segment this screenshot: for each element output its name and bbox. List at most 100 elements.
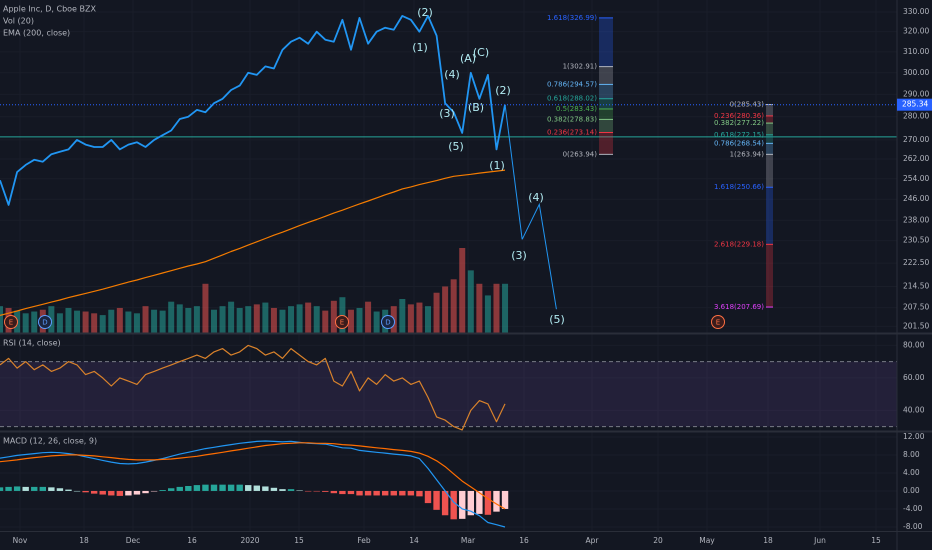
wave-label: (4)	[528, 191, 544, 204]
fib-label: 0.618(288.02)	[547, 95, 597, 103]
y-tick-label: 214.50	[903, 281, 929, 290]
volume-bar	[193, 306, 200, 333]
histogram-bar	[125, 490, 132, 496]
volume-bar	[442, 286, 449, 333]
histogram-bar	[382, 490, 389, 496]
volume-bar	[433, 292, 440, 333]
histogram-bar	[99, 490, 106, 495]
y-tick-label: 238.00	[903, 215, 929, 224]
volume-bar	[365, 301, 372, 333]
volume-bar	[202, 283, 209, 333]
x-tick-label: Dec	[126, 536, 141, 545]
volume-bar	[245, 306, 252, 333]
x-tick-label: 18	[79, 536, 89, 545]
volume-bar	[125, 311, 132, 333]
histogram-bar	[501, 490, 509, 509]
projection-line	[521, 202, 557, 310]
legend-item: Vol (20)	[3, 17, 34, 26]
volume-bar	[459, 248, 466, 333]
histogram-bar	[142, 490, 149, 494]
x-tick-label: 15	[871, 536, 881, 545]
y-tick-label: 8.00	[903, 450, 920, 459]
volume-bar	[416, 302, 423, 333]
volume-bar	[330, 300, 337, 333]
event-label: E	[340, 319, 344, 327]
y-tick-label: 262.00	[903, 154, 929, 163]
wave-label: (C)	[473, 46, 489, 59]
histogram-bar	[39, 486, 46, 491]
volume-bar	[356, 307, 363, 333]
y-tick-label: 330.00	[903, 7, 929, 16]
histogram-bar	[108, 490, 115, 496]
y-tick-label: 0.00	[903, 486, 920, 495]
fib-label: 1(263.94)	[730, 150, 765, 158]
histogram-bar	[279, 489, 286, 491]
volume-bar	[168, 301, 175, 333]
fib-zone	[599, 66, 613, 85]
histogram-bar	[287, 489, 295, 491]
fib-zone	[599, 119, 613, 133]
volume-bar	[296, 304, 303, 333]
fib-label: 0.786(268.54)	[714, 139, 764, 147]
volume-bar	[74, 310, 81, 333]
volume-bar	[347, 309, 354, 333]
wave-label: (1)	[412, 41, 428, 54]
volume-bar	[407, 304, 414, 333]
histogram-bar	[13, 486, 21, 491]
histogram-bar	[116, 490, 124, 496]
fib-label: 1(302.91)	[563, 63, 598, 71]
event-marker	[381, 315, 395, 329]
chart-title: Apple Inc, D, Cboe BZX	[3, 5, 96, 14]
histogram-bar	[459, 490, 466, 519]
projection-connector	[504, 104, 523, 240]
x-tick-label: 14	[409, 536, 419, 545]
histogram-bar	[407, 490, 415, 496]
fib-zone	[766, 143, 773, 155]
x-tick-label: 18	[763, 536, 773, 545]
fib-label: 1.618(326.99)	[547, 14, 597, 22]
histogram-bar	[65, 489, 72, 491]
volume-bar	[476, 283, 483, 333]
volume-bar	[219, 306, 226, 333]
fib-zone	[766, 244, 773, 308]
x-tick-label: 16	[519, 536, 529, 545]
histogram-bar	[313, 490, 320, 492]
fib-zone	[599, 132, 613, 155]
volume-bar	[484, 295, 491, 333]
volume-bar	[185, 307, 192, 333]
histogram-bar	[5, 486, 12, 491]
histogram-bar	[262, 486, 269, 491]
fib-label: 0.786(294.57)	[547, 80, 597, 88]
x-tick-label: Nov	[13, 536, 28, 545]
fib-label: 0.5(283.43)	[556, 105, 597, 113]
y-tick-label: 300.00	[903, 68, 929, 77]
histogram-bar	[493, 490, 500, 512]
volume-bar	[116, 307, 123, 333]
histogram-bar	[202, 484, 209, 491]
wave-label: (3)	[439, 107, 455, 120]
volume-bar	[399, 299, 406, 333]
wave-label: (1)	[489, 159, 505, 172]
x-tick-label: Apr	[586, 536, 600, 545]
volume-bar	[450, 279, 457, 333]
y-tick-label: 40.00	[903, 405, 925, 414]
fib-label: 0.236(273.14)	[547, 129, 597, 137]
histogram-bar	[304, 490, 312, 492]
histogram-bar	[193, 485, 201, 491]
series-line	[0, 15, 506, 206]
series-line	[0, 169, 506, 316]
histogram-bar	[330, 490, 338, 494]
event-marker	[335, 315, 349, 329]
y-tick-label: 310.00	[903, 47, 929, 56]
fib-zone	[599, 84, 613, 99]
volume-bar	[22, 313, 29, 333]
histogram-bar	[364, 490, 372, 496]
histogram-bar	[245, 485, 252, 491]
volume-bar	[236, 307, 243, 333]
event-label: D	[385, 319, 390, 327]
histogram-bar	[296, 490, 303, 491]
grid	[0, 0, 897, 531]
fib-zone	[766, 187, 773, 245]
y-tick-label: 254.00	[903, 174, 929, 183]
price-axis: 330.00 320.00 310.00 300.00 290.00 280.00 270.…	[896, 0, 932, 550]
